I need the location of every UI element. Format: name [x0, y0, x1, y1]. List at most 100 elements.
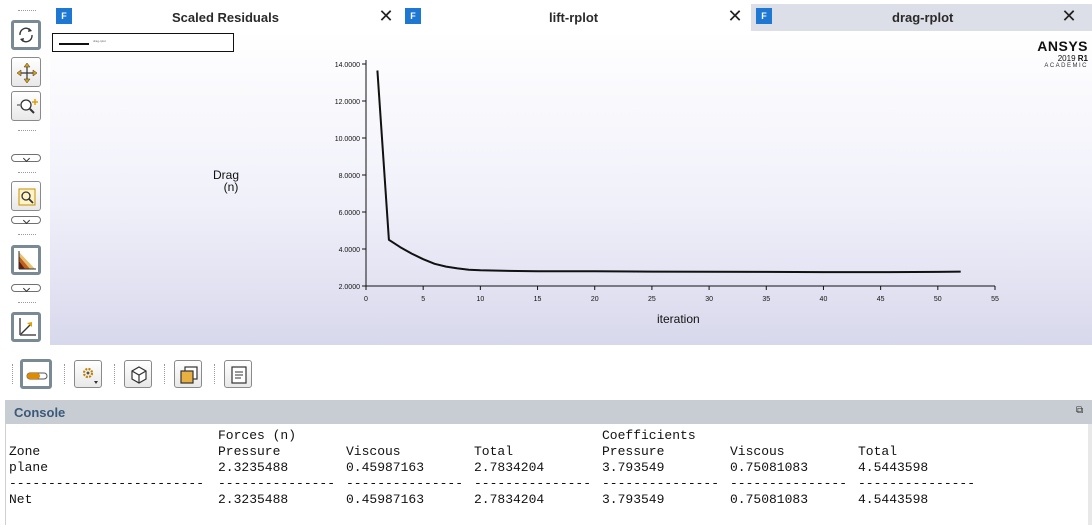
value-cell: 2.7834204 — [474, 492, 545, 507]
close-icon[interactable]: ✕ — [378, 6, 394, 26]
settings-button[interactable] — [74, 360, 102, 388]
view-cube-icon — [131, 366, 147, 384]
console-net-row: Net 2.3235488 0.45987163 2.7834204 3.793… — [9, 492, 928, 508]
colormap-button[interactable] — [11, 245, 41, 275]
col-force-viscous: Viscous — [346, 444, 401, 459]
zone-name: plane — [9, 460, 49, 475]
x-tick-label: 45 — [877, 296, 885, 303]
x-tick-label: 10 — [476, 296, 484, 303]
y-axis-label-unit: (n) — [223, 180, 239, 194]
y-tick-label: 10.0000 — [335, 136, 360, 143]
copy-window-icon — [180, 366, 198, 384]
zoom-in-icon — [17, 99, 38, 114]
y-tick-label: 2.0000 — [339, 284, 361, 291]
x-axis-label: iteration — [657, 312, 700, 326]
expand-toolbar-button[interactable] — [11, 216, 41, 224]
zoom-to-fit-button[interactable] — [11, 181, 41, 211]
separator: --------------- — [730, 476, 848, 491]
fluent-icon: F — [56, 8, 72, 24]
toolbar-grip[interactable] — [18, 302, 36, 304]
x-tick-label: 25 — [648, 296, 656, 303]
zoom-to-fit-icon — [18, 188, 36, 206]
console-undock-icon[interactable]: ⧉ — [1076, 405, 1084, 416]
value-cell: 2.3235488 — [218, 460, 289, 475]
logo-brand: ANSYS — [1037, 38, 1088, 54]
coefficients-header: Coefficients — [602, 428, 696, 443]
y-tick-label: 14.0000 — [335, 62, 360, 69]
close-icon[interactable]: ✕ — [1061, 6, 1077, 26]
col-coef-pressure: Pressure — [602, 444, 665, 459]
separator: --------------- — [602, 476, 720, 491]
fluent-icon: F — [405, 8, 421, 24]
console-title: Console — [14, 405, 66, 420]
tab-scaled-residuals[interactable]: F Scaled Residuals ✕ — [56, 4, 401, 31]
tab-drag-rplot[interactable]: F drag-rplot ✕ — [751, 4, 1092, 31]
toolbar-grip[interactable] — [164, 364, 166, 384]
zoom-in-button[interactable] — [11, 91, 41, 121]
toolbar-grip[interactable] — [18, 172, 36, 174]
chart-series — [376, 70, 961, 274]
expand-toolbar-button[interactable] — [11, 154, 41, 162]
console-header: Console ⧉ — [5, 400, 1092, 424]
x-tick-label: 50 — [934, 296, 942, 303]
x-tick-label: 20 — [591, 296, 599, 303]
col-force-pressure: Pressure — [218, 444, 281, 459]
toolbar-grip[interactable] — [114, 364, 116, 384]
zone-name: Net — [9, 492, 33, 507]
copy-window-button[interactable] — [174, 360, 202, 388]
logo-version-release: R1 — [1077, 54, 1088, 63]
legend-toggle-icon — [26, 372, 48, 380]
tab-label: lift-rplot — [549, 10, 599, 25]
rotate-icon — [19, 27, 33, 43]
rotate-button[interactable] — [11, 20, 41, 50]
toolbar-grip[interactable] — [12, 364, 14, 384]
toolbar-grip[interactable] — [64, 364, 66, 384]
toolbar-grip[interactable] — [18, 10, 36, 12]
notes-button[interactable] — [224, 360, 252, 388]
x-tick-label: 0 — [364, 296, 368, 303]
ansys-logo: ANSYS 2019 R1 ACADEMIC — [1028, 38, 1088, 69]
col-coef-viscous: Viscous — [730, 444, 785, 459]
pan-button[interactable] — [11, 57, 41, 87]
console-output[interactable]: Forces (n) Coefficients Zone Pressure Vi… — [5, 424, 1088, 525]
col-coef-total: Total — [858, 444, 898, 459]
value-cell: 3.793549 — [602, 492, 665, 507]
console-data-row: plane 2.3235488 0.45987163 2.7834204 3.7… — [9, 460, 928, 476]
y-axis-label: Drag (n) — [213, 169, 239, 193]
drag-chart: 0 5 10 15 20 25 30 35 40 45 50 55 2.0000 4.0000 6.0000… — [335, 60, 999, 303]
separator: --------------- — [858, 476, 976, 491]
close-icon[interactable]: ✕ — [727, 6, 743, 26]
tab-label: drag-rplot — [892, 10, 954, 25]
colormap-icon — [18, 251, 36, 270]
value-cell: 4.5443598 — [858, 460, 929, 475]
legend-line-swatch — [59, 43, 89, 45]
toolbar-grip[interactable] — [214, 364, 216, 384]
tab-lift-rplot[interactable]: F lift-rplot ✕ — [405, 4, 751, 31]
axes-button[interactable] — [11, 312, 41, 342]
y-tick-label: 6.0000 — [339, 210, 361, 217]
value-cell: 2.3235488 — [218, 492, 289, 507]
settings-icon — [82, 367, 98, 384]
view-cube-button[interactable] — [124, 360, 152, 388]
value-cell: 0.75081083 — [730, 460, 809, 475]
x-tick-label: 30 — [705, 296, 713, 303]
y-axis-label-text: Drag — [213, 168, 240, 182]
chart-axes: 0 5 10 15 20 25 30 35 40 45 50 55 2.0000 4.0000 6.0000… — [335, 60, 999, 303]
console-separator-row: ------------------------- --------------… — [9, 476, 975, 492]
col-zone: Zone — [9, 444, 41, 459]
plot-canvas[interactable]: drag-rplot 0 5 10 15 20 25 30 35 40 45 50 55 2.0000 4… — [50, 31, 1092, 345]
y-tick-label: 12.0000 — [335, 99, 360, 106]
legend-toggle-button[interactable] — [20, 359, 52, 389]
toolbar-grip[interactable] — [18, 234, 36, 236]
toolbar-grip[interactable] — [18, 130, 36, 132]
x-tick-label: 35 — [762, 296, 770, 303]
y-tick-label: 4.0000 — [339, 247, 361, 254]
logo-edition: ACADEMIC — [1044, 63, 1088, 69]
console-scrollbar[interactable] — [1088, 424, 1092, 525]
value-cell: 4.5443598 — [858, 492, 929, 507]
expand-toolbar-button[interactable] — [11, 284, 41, 292]
logo-version: 2019 R1 — [1028, 54, 1088, 63]
col-force-total: Total — [474, 444, 514, 459]
left-toolbar — [0, 0, 50, 350]
value-cell: 2.7834204 — [474, 460, 545, 475]
